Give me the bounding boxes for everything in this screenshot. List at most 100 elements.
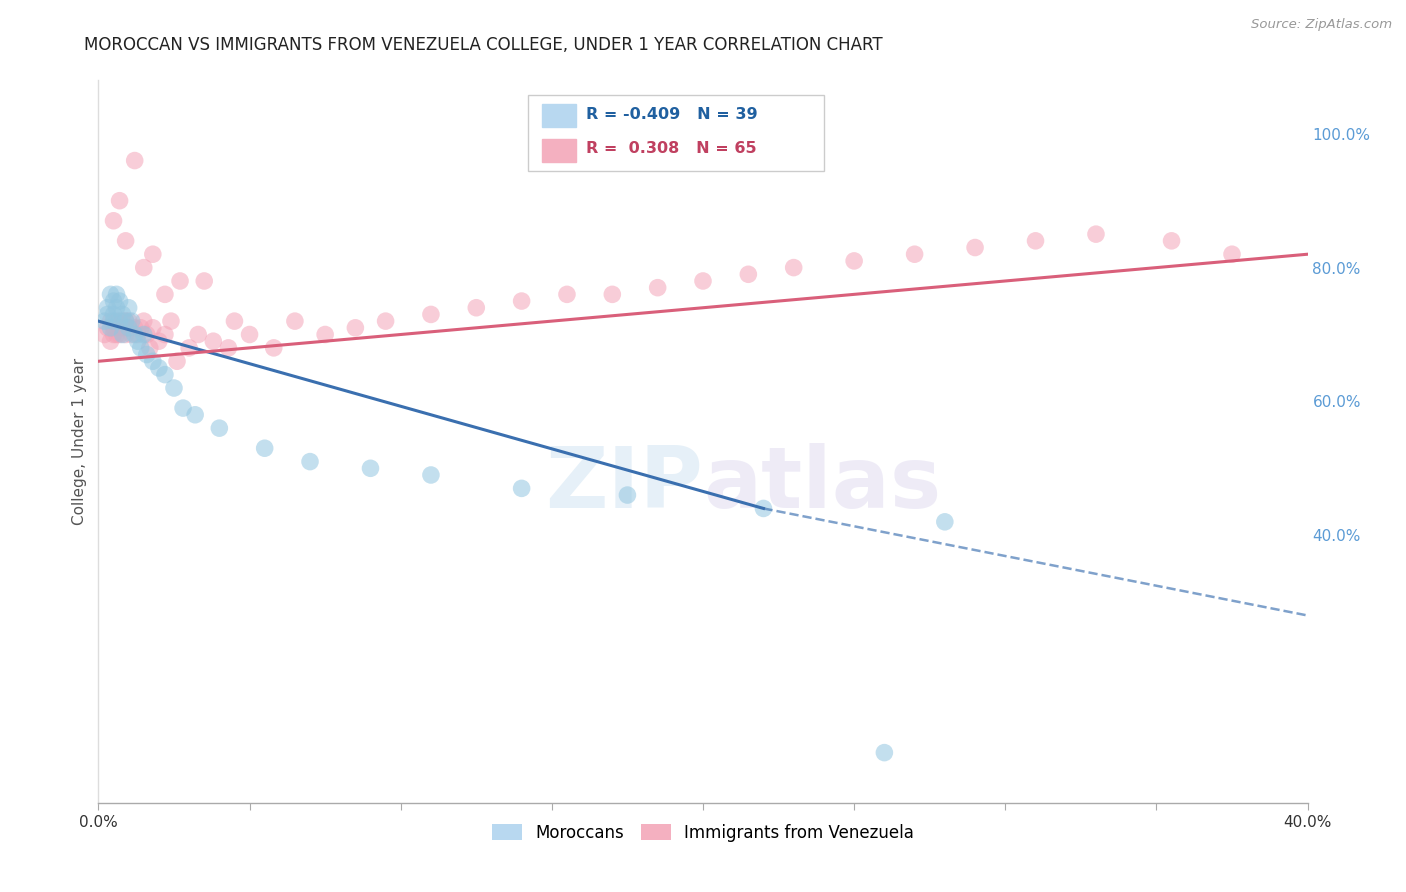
Point	[160, 314, 183, 328]
Point	[166, 354, 188, 368]
Point	[124, 327, 146, 342]
Point	[111, 314, 134, 328]
Point	[344, 321, 367, 335]
Point	[179, 341, 201, 355]
Point	[193, 274, 215, 288]
Text: R = -0.409   N = 39: R = -0.409 N = 39	[586, 107, 758, 122]
Point	[96, 307, 118, 322]
Point	[153, 368, 176, 382]
Point	[103, 294, 125, 309]
Point	[129, 321, 152, 335]
Point	[465, 301, 488, 315]
Point	[253, 442, 276, 455]
Text: atlas: atlas	[703, 443, 941, 526]
Point	[132, 314, 155, 328]
Point	[184, 408, 207, 422]
Point	[100, 287, 122, 301]
Point	[105, 314, 128, 328]
Point	[118, 301, 141, 315]
Point	[224, 314, 246, 328]
Point	[96, 301, 118, 315]
Point	[127, 334, 149, 349]
Point	[135, 327, 157, 342]
Point	[132, 260, 155, 275]
Point	[163, 381, 186, 395]
Point	[420, 467, 443, 482]
Point	[1085, 227, 1108, 242]
Point	[208, 421, 231, 435]
Point	[114, 314, 136, 328]
Point	[108, 294, 131, 309]
Point	[202, 334, 225, 349]
FancyBboxPatch shape	[543, 104, 576, 128]
Point	[873, 746, 896, 760]
Point	[100, 314, 122, 328]
Point	[904, 247, 927, 261]
Point	[129, 341, 152, 355]
Point	[103, 214, 125, 228]
Point	[111, 307, 134, 322]
Text: R =  0.308   N = 65: R = 0.308 N = 65	[586, 142, 756, 156]
Point	[239, 327, 262, 342]
Point	[93, 314, 115, 328]
Point	[96, 321, 118, 335]
Point	[510, 482, 533, 496]
Point	[752, 501, 775, 516]
Point	[737, 268, 759, 282]
Point	[1220, 247, 1243, 261]
Point	[114, 327, 136, 342]
Point	[284, 314, 307, 328]
Legend: Moroccans, Immigrants from Venezuela: Moroccans, Immigrants from Venezuela	[485, 817, 921, 848]
Point	[132, 327, 155, 342]
Point	[100, 334, 122, 349]
Point	[135, 348, 157, 362]
Point	[108, 314, 131, 328]
Point	[360, 461, 382, 475]
Text: MOROCCAN VS IMMIGRANTS FROM VENEZUELA COLLEGE, UNDER 1 YEAR CORRELATION CHART: MOROCCAN VS IMMIGRANTS FROM VENEZUELA CO…	[84, 36, 883, 54]
Point	[153, 327, 176, 342]
Point	[172, 401, 194, 416]
Point	[108, 327, 131, 342]
Point	[934, 515, 956, 529]
Point	[118, 321, 141, 335]
Point	[105, 301, 128, 315]
Point	[555, 287, 578, 301]
Point	[111, 327, 134, 342]
Point	[127, 327, 149, 342]
Point	[1024, 234, 1046, 248]
Point	[374, 314, 396, 328]
Text: ZIP: ZIP	[546, 443, 703, 526]
Point	[103, 307, 125, 322]
Point	[108, 321, 131, 335]
Point	[142, 321, 165, 335]
Point	[602, 287, 624, 301]
Text: Source: ZipAtlas.com: Source: ZipAtlas.com	[1251, 18, 1392, 31]
Point	[965, 241, 987, 255]
Point	[139, 341, 162, 355]
Point	[187, 327, 209, 342]
Point	[121, 314, 143, 328]
FancyBboxPatch shape	[543, 139, 576, 162]
Point	[616, 488, 638, 502]
Point	[111, 321, 134, 335]
Point	[105, 287, 128, 301]
Point	[100, 321, 122, 335]
Point	[114, 234, 136, 248]
Point	[148, 361, 170, 376]
Y-axis label: College, Under 1 year: College, Under 1 year	[72, 358, 87, 525]
Point	[647, 281, 669, 295]
Point	[114, 314, 136, 328]
Point	[142, 354, 165, 368]
Point	[118, 321, 141, 335]
FancyBboxPatch shape	[527, 95, 824, 170]
Point	[1160, 234, 1182, 248]
Point	[420, 307, 443, 322]
Point	[93, 327, 115, 342]
Point	[314, 327, 336, 342]
Point	[142, 247, 165, 261]
Point	[124, 321, 146, 335]
Point	[263, 341, 285, 355]
Point	[169, 274, 191, 288]
Point	[844, 254, 866, 268]
Point	[108, 194, 131, 208]
